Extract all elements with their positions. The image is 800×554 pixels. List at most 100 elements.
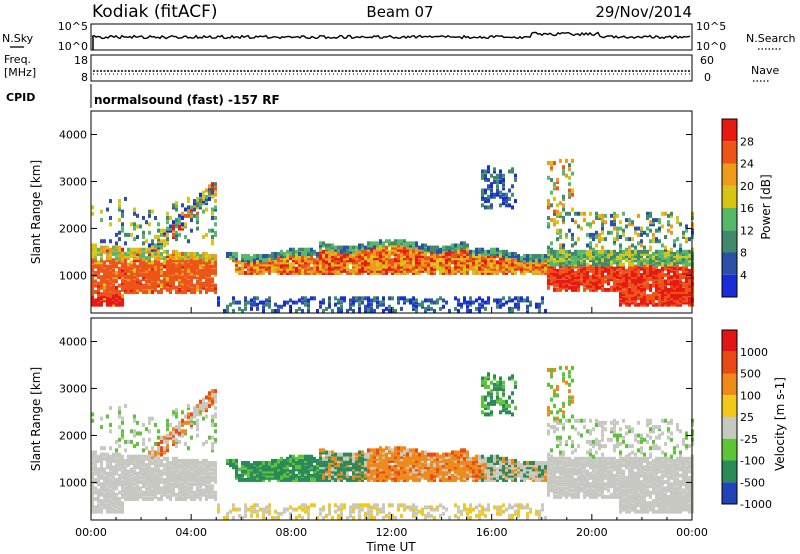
velocity-cell	[196, 422, 199, 427]
power-cell	[274, 260, 277, 265]
power-cell	[574, 287, 577, 292]
velocity-cell	[175, 410, 178, 415]
power-cell	[688, 289, 691, 294]
power-cell	[148, 243, 151, 248]
power-cell	[418, 260, 421, 265]
power-cell	[616, 226, 619, 231]
power-cell	[427, 256, 430, 261]
power-cell	[682, 230, 685, 235]
velocity-cell	[127, 454, 130, 459]
velocity-cell	[115, 499, 118, 504]
power-cell	[652, 279, 655, 284]
velocity-cell	[199, 471, 202, 476]
power-cell	[628, 249, 631, 254]
power-cell	[160, 273, 163, 278]
power-cell	[634, 302, 637, 307]
power-cell	[376, 262, 379, 267]
power-cell	[340, 270, 343, 275]
power-cell	[385, 264, 388, 269]
power-cell	[394, 268, 397, 273]
power-cell	[631, 251, 634, 256]
power-cell	[352, 262, 355, 267]
power-cell	[376, 241, 379, 246]
velocity-cell	[109, 422, 112, 427]
power-cell	[541, 262, 544, 267]
power-cell	[169, 270, 172, 275]
power-cell	[577, 262, 580, 267]
velocity-cell	[262, 509, 265, 514]
velocity-cell	[322, 473, 325, 478]
power-cell	[385, 249, 388, 254]
power-cell	[667, 264, 670, 269]
power-cell	[559, 243, 562, 248]
power-cell	[619, 273, 622, 278]
power-cell	[676, 266, 679, 271]
velocity-cell	[106, 458, 109, 463]
power-cell	[289, 270, 292, 275]
power-cell	[97, 247, 100, 252]
velocity-cell	[340, 475, 343, 480]
power-cell	[181, 283, 184, 288]
velocity-cell	[331, 450, 334, 455]
power-cell	[613, 268, 616, 273]
power-cell	[196, 279, 199, 284]
power-cell	[124, 275, 127, 280]
power-cell	[442, 258, 445, 263]
power-cell	[652, 258, 655, 263]
power-cell	[484, 177, 487, 182]
velocity-cell	[106, 471, 109, 476]
power-cell	[454, 296, 457, 301]
power-cell	[331, 243, 334, 248]
power-cell	[97, 302, 100, 307]
power-cell	[607, 277, 610, 282]
power-cell	[685, 289, 688, 294]
velocity-cell	[211, 435, 214, 440]
power-cell	[406, 298, 409, 303]
power-cell	[253, 268, 256, 273]
velocity-cell	[97, 488, 100, 493]
power-cell	[262, 309, 265, 313]
power-cell	[499, 180, 502, 185]
power-cell	[118, 254, 121, 259]
velocity-cell	[205, 467, 208, 472]
velocity-cell	[133, 429, 136, 434]
power-cell	[553, 279, 556, 284]
velocity-cell	[97, 490, 100, 495]
power-cell	[355, 249, 358, 254]
power-cell	[667, 260, 670, 265]
power-cell	[514, 177, 517, 182]
power-cell	[367, 251, 370, 256]
power-cell	[535, 270, 538, 275]
power-cell	[583, 279, 586, 284]
power-cell	[442, 270, 445, 275]
power-cell	[460, 247, 463, 252]
power-cell	[544, 309, 547, 313]
power-cell	[214, 287, 217, 292]
power-cell	[619, 281, 622, 286]
power-cell	[187, 207, 190, 212]
power-cell	[565, 266, 568, 271]
power-cell	[649, 277, 652, 282]
power-cell	[667, 228, 670, 233]
velocity-cell	[271, 458, 274, 463]
velocity-cell	[343, 467, 346, 472]
power-cell	[319, 256, 322, 261]
power-cell	[316, 264, 319, 269]
power-cell	[370, 309, 373, 313]
power-cell	[124, 287, 127, 292]
power-cell	[577, 275, 580, 280]
power-cell	[172, 205, 175, 210]
velocity-cell	[214, 492, 217, 497]
power-cell	[91, 205, 94, 210]
power-cell	[682, 294, 685, 299]
power-cell	[451, 258, 454, 263]
power-cell	[400, 247, 403, 252]
power-cell	[166, 279, 169, 284]
power-cell	[175, 270, 178, 275]
power-cell	[613, 249, 616, 254]
power-cell	[502, 264, 505, 269]
power-cell	[391, 306, 394, 311]
velocity-cell	[346, 516, 349, 520]
power-cell	[160, 262, 163, 267]
power-cell	[412, 306, 415, 311]
